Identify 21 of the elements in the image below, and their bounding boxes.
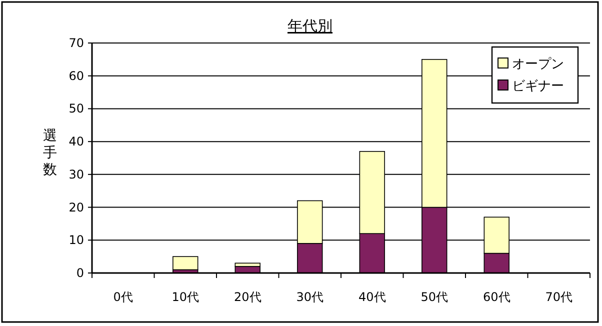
x-tick-label: 0代: [113, 290, 133, 304]
x-tick-label: 30代: [296, 290, 324, 304]
x-tick-label: 20代: [234, 290, 262, 304]
x-tick-label: 50代: [420, 290, 448, 304]
y-tick-label: 20: [68, 200, 84, 214]
x-tick-label: 70代: [545, 290, 573, 304]
y-tick-label: 50: [68, 102, 84, 116]
legend-label: オープン: [512, 57, 564, 72]
chart-title: 年代別: [288, 17, 332, 35]
y-tick-label: 0: [76, 266, 84, 280]
y-tick-label: 10: [68, 233, 84, 248]
x-tick-label: 10代: [172, 290, 200, 304]
bar: [172, 256, 198, 270]
y-tick-label: 30: [68, 167, 84, 182]
y-tick-label: 60: [68, 68, 84, 83]
y-axis-title: 選手数: [43, 128, 57, 178]
y-tick-label: 70: [68, 36, 84, 50]
x-tick-label: 60代: [482, 290, 510, 304]
y-tick-label: 40: [68, 134, 84, 149]
x-tick-label: 40代: [358, 290, 386, 304]
legend-label: ビギナー: [512, 79, 564, 94]
